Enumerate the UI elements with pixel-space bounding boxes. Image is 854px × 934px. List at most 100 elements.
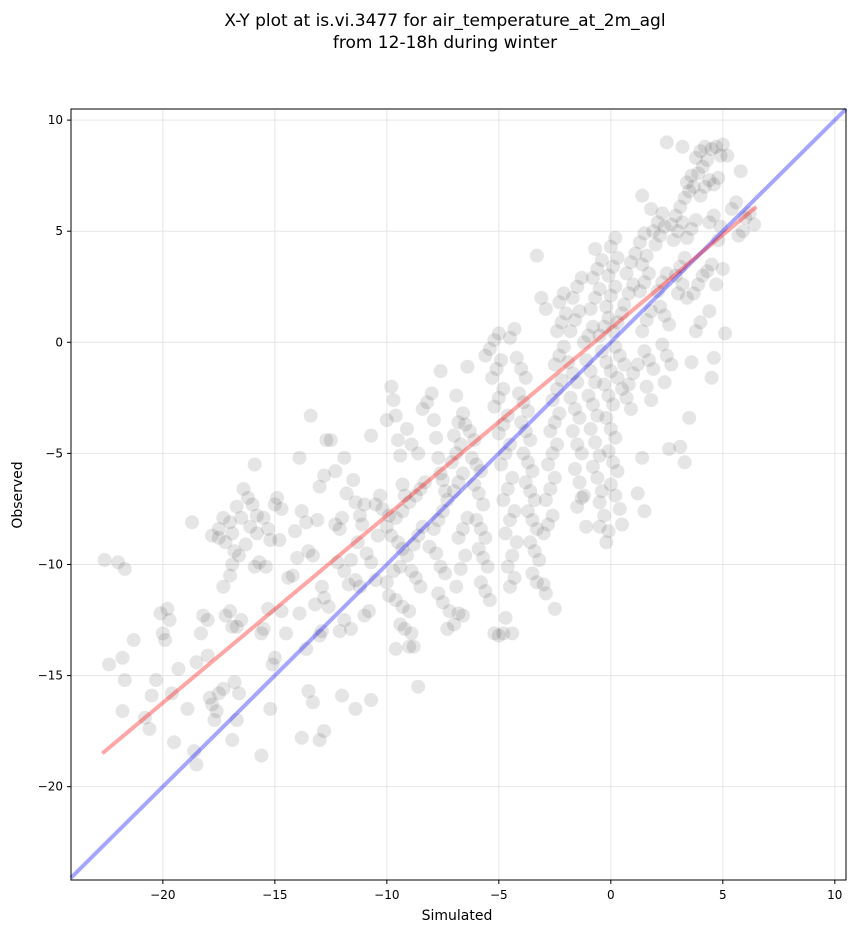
data-point bbox=[507, 321, 522, 336]
data-point bbox=[274, 501, 289, 516]
data-point bbox=[635, 188, 650, 203]
data-point bbox=[317, 590, 332, 605]
reference-lines bbox=[69, 107, 848, 880]
data-point bbox=[518, 370, 533, 385]
data-point bbox=[225, 557, 240, 572]
data-point bbox=[480, 559, 495, 574]
data-point bbox=[395, 477, 410, 492]
data-point bbox=[447, 428, 462, 443]
data-point bbox=[509, 535, 524, 550]
data-point bbox=[498, 526, 513, 541]
data-point bbox=[567, 313, 582, 328]
data-point bbox=[415, 519, 430, 534]
data-point bbox=[709, 139, 724, 154]
data-point bbox=[256, 510, 271, 525]
data-point bbox=[619, 266, 634, 281]
data-point bbox=[503, 437, 518, 452]
data-point bbox=[299, 515, 314, 530]
data-point bbox=[227, 675, 242, 690]
data-point bbox=[554, 315, 569, 330]
data-point bbox=[473, 464, 488, 479]
data-point bbox=[482, 593, 497, 608]
data-point bbox=[518, 424, 533, 439]
data-point bbox=[590, 408, 605, 423]
data-point bbox=[308, 597, 323, 612]
data-point bbox=[422, 539, 437, 554]
data-point bbox=[529, 248, 544, 263]
data-point bbox=[556, 339, 571, 354]
data-point bbox=[449, 579, 464, 594]
data-point bbox=[590, 261, 605, 276]
data-point bbox=[200, 648, 215, 663]
data-point bbox=[505, 470, 520, 485]
data-point bbox=[615, 517, 630, 532]
data-point bbox=[644, 201, 659, 216]
data-point bbox=[610, 250, 625, 265]
data-point bbox=[601, 388, 616, 403]
data-point bbox=[601, 268, 616, 283]
data-point bbox=[503, 330, 518, 345]
data-point bbox=[205, 528, 220, 543]
data-point bbox=[447, 617, 462, 632]
axes-frame bbox=[70, 108, 847, 881]
data-point bbox=[659, 266, 674, 281]
data-point bbox=[570, 499, 585, 514]
data-point bbox=[594, 344, 609, 359]
data-point bbox=[552, 406, 567, 421]
data-point bbox=[440, 621, 455, 636]
data-point bbox=[305, 548, 320, 563]
data-point bbox=[565, 424, 580, 439]
data-point bbox=[583, 301, 598, 316]
data-point bbox=[451, 606, 466, 621]
chart-title-line1: X-Y plot at is.vi.3477 for air_temperatu… bbox=[224, 11, 665, 31]
data-point bbox=[572, 304, 587, 319]
data-point bbox=[657, 219, 672, 234]
data-point bbox=[697, 139, 712, 154]
data-point bbox=[550, 381, 565, 396]
data-point bbox=[525, 566, 540, 581]
data-point bbox=[153, 606, 168, 621]
data-point bbox=[565, 290, 580, 305]
data-point bbox=[314, 624, 329, 639]
data-point bbox=[469, 457, 484, 472]
data-point bbox=[431, 450, 446, 465]
y-axis-label: Observed bbox=[10, 461, 26, 528]
data-point bbox=[415, 401, 430, 416]
data-point bbox=[211, 686, 226, 701]
data-point bbox=[473, 575, 488, 590]
data-point bbox=[547, 415, 562, 430]
data-point bbox=[411, 446, 426, 461]
data-point bbox=[635, 450, 650, 465]
data-point bbox=[225, 733, 240, 748]
x-axis-ticks: −20 −15 −10 −5 0 5 10 bbox=[150, 880, 842, 902]
data-point bbox=[247, 457, 262, 472]
data-point bbox=[117, 673, 132, 688]
data-point bbox=[621, 377, 636, 392]
data-point bbox=[655, 337, 670, 352]
data-point bbox=[375, 501, 390, 516]
data-point bbox=[335, 510, 350, 525]
data-point bbox=[503, 579, 518, 594]
data-point bbox=[413, 579, 428, 594]
data-point bbox=[567, 401, 582, 416]
data-point bbox=[494, 353, 509, 368]
data-point bbox=[478, 584, 493, 599]
data-point bbox=[659, 348, 674, 363]
data-point bbox=[523, 535, 538, 550]
data-point bbox=[402, 495, 417, 510]
data-point bbox=[644, 304, 659, 319]
data-point bbox=[97, 553, 112, 568]
data-point bbox=[675, 277, 690, 292]
data-point bbox=[592, 448, 607, 463]
data-point bbox=[388, 408, 403, 423]
data-point bbox=[563, 324, 578, 339]
data-point bbox=[404, 626, 419, 641]
data-point bbox=[406, 639, 421, 654]
data-point bbox=[287, 524, 302, 539]
data-point bbox=[639, 379, 654, 394]
data-point bbox=[621, 286, 636, 301]
data-point bbox=[682, 184, 697, 199]
data-point bbox=[290, 550, 305, 565]
data-point bbox=[747, 217, 762, 232]
data-point bbox=[588, 435, 603, 450]
